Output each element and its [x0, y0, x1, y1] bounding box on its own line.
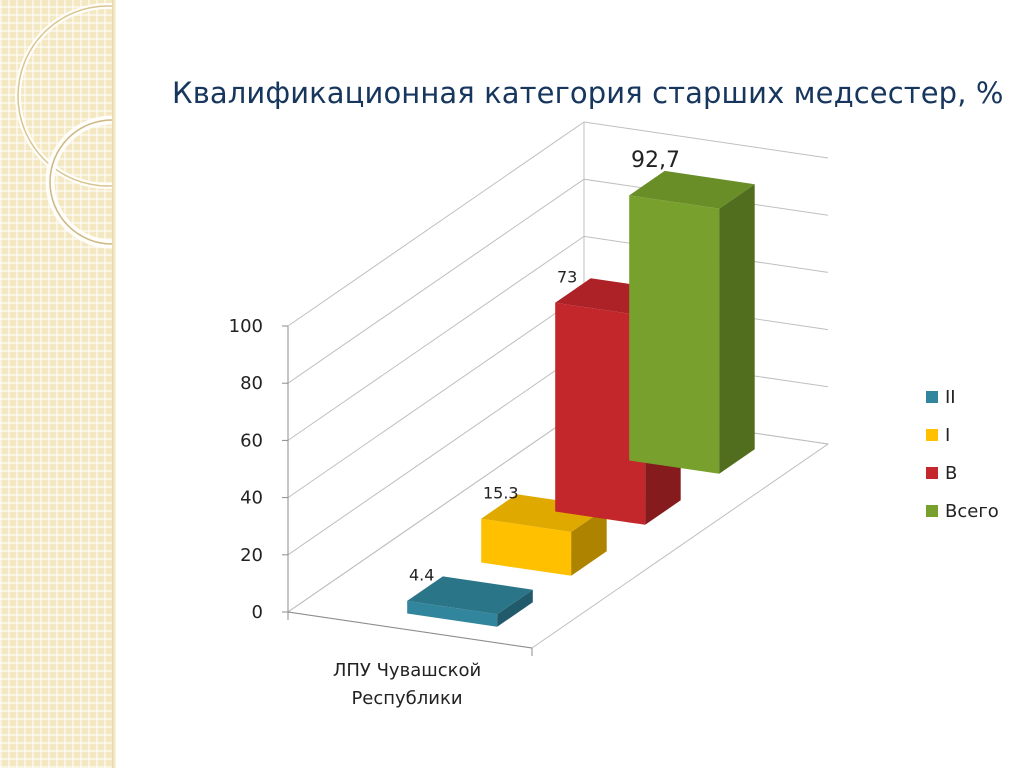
chart-labels: 4.4 15.3 73 92,7 — [409, 148, 680, 585]
slide-title: Квалификационная категория старших медсе… — [172, 76, 1004, 110]
bar-front-I — [481, 518, 572, 576]
legend-label: II — [945, 386, 956, 408]
category-label: ЛПУ Чувашской Республики — [333, 660, 481, 709]
legend-label: Всего — [945, 500, 999, 522]
legend-label: В — [945, 462, 958, 484]
y-tick-label-5: 100 — [229, 316, 263, 337]
strip-edge — [112, 0, 116, 768]
category-label-line-1: Республики — [351, 688, 462, 709]
legend-swatch — [926, 467, 938, 479]
chart-legend: II I В Всего — [926, 378, 999, 530]
bar-side-Всего — [719, 184, 755, 474]
bar-front-В — [555, 302, 646, 525]
y-tick-label-1: 20 — [240, 545, 263, 566]
bar-side-II — [497, 589, 533, 627]
legend-item-1: I — [926, 416, 999, 454]
legend-swatch — [926, 391, 938, 403]
category-label-line-0: ЛПУ Чувашской — [333, 660, 481, 681]
y-tick-label-0: 0 — [252, 602, 263, 623]
bar-top-Всего — [629, 170, 755, 209]
data-label-II: 4.4 — [409, 566, 434, 585]
bar-Всего — [629, 170, 755, 474]
legend-item-2: В — [926, 454, 999, 492]
y-tick-label-2: 40 — [240, 488, 263, 509]
bar-side-I — [571, 507, 607, 576]
bar-front-II — [407, 600, 498, 627]
data-label-I: 15.3 — [483, 483, 519, 502]
legend-swatch — [926, 429, 938, 441]
bar-front-Всего — [629, 195, 720, 474]
bar-II — [407, 576, 533, 627]
legend-item-0: II — [926, 378, 999, 416]
bar-top-II — [407, 576, 533, 615]
legend-item-3: Всего — [926, 492, 999, 530]
data-label-Всего: 92,7 — [631, 148, 680, 173]
y-tick-label-3: 60 — [240, 430, 263, 451]
x-axis-line — [287, 611, 533, 649]
legend-swatch — [926, 505, 938, 517]
decorative-side-strip — [0, 0, 201, 768]
legend-label: I — [945, 424, 951, 446]
y-tick-label-4: 80 — [240, 373, 263, 394]
data-label-В: 73 — [557, 267, 577, 286]
chart-bars — [407, 170, 755, 627]
